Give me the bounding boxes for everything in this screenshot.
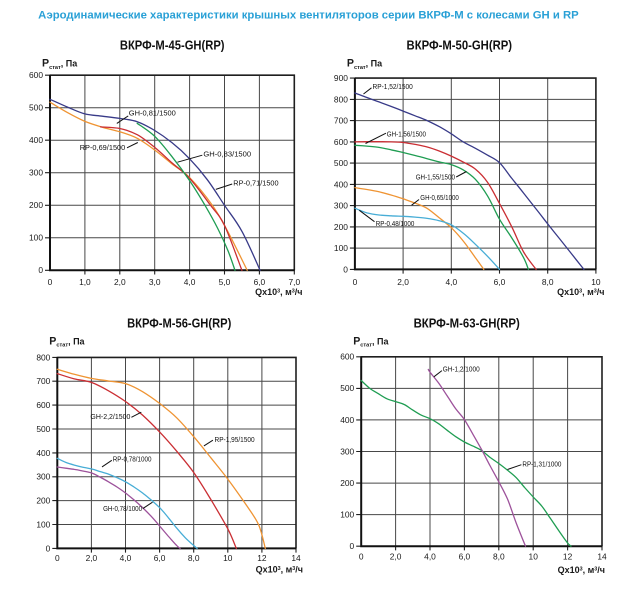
svg-text:RP-1,31/1000: RP-1,31/1000 [522, 461, 561, 468]
svg-text:10: 10 [591, 277, 601, 287]
svg-text:Qx103, м3/ч: Qx103, м3/ч [558, 565, 605, 575]
svg-text:6,0: 6,0 [254, 277, 266, 287]
svg-text:ВКРФ-М-50-GH(RP): ВКРФ-М-50-GH(RP) [407, 38, 513, 53]
svg-text:800: 800 [334, 94, 348, 104]
svg-text:12: 12 [563, 552, 573, 562]
svg-text:500: 500 [36, 424, 50, 434]
svg-text:0: 0 [55, 553, 60, 563]
svg-text:500: 500 [340, 383, 354, 393]
svg-text:14: 14 [291, 553, 301, 563]
svg-text:GH-0,83/1500: GH-0,83/1500 [203, 149, 251, 158]
svg-text:600: 600 [340, 352, 354, 362]
svg-text:300: 300 [29, 168, 43, 178]
svg-text:1,0: 1,0 [79, 277, 91, 287]
svg-text:0: 0 [38, 265, 43, 275]
svg-text:100: 100 [36, 519, 50, 529]
svg-text:2,0: 2,0 [397, 277, 409, 287]
svg-text:2,0: 2,0 [390, 552, 402, 562]
svg-text:ВКРФ-М-56-GH(RP): ВКРФ-М-56-GH(RP) [127, 315, 231, 330]
svg-text:GH-1,56/1500: GH-1,56/1500 [387, 131, 426, 138]
svg-text:300: 300 [36, 472, 50, 482]
svg-text:200: 200 [340, 478, 354, 488]
svg-text:600: 600 [29, 70, 43, 80]
svg-text:2,0: 2,0 [86, 553, 98, 563]
svg-text:GH-0,81/1500: GH-0,81/1500 [129, 108, 176, 117]
svg-text:ВКРФ-М-45-GH(RP): ВКРФ-М-45-GH(RP) [120, 38, 225, 53]
svg-text:4,0: 4,0 [424, 552, 436, 562]
svg-text:0: 0 [46, 543, 51, 553]
svg-text:RP-0,78/1000: RP-0,78/1000 [113, 457, 152, 464]
svg-text:GH-0,78/1000: GH-0,78/1000 [103, 506, 142, 513]
svg-text:800: 800 [36, 352, 50, 362]
svg-text:200: 200 [29, 200, 43, 210]
svg-text:600: 600 [36, 400, 50, 410]
svg-text:0: 0 [350, 541, 355, 551]
svg-text:4,0: 4,0 [445, 277, 457, 287]
svg-text:0: 0 [343, 264, 348, 274]
svg-text:700: 700 [334, 116, 348, 126]
svg-text:RP-1,95/1500: RP-1,95/1500 [215, 437, 255, 444]
svg-text:Qx103, м3/ч: Qx103, м3/ч [255, 287, 302, 297]
svg-text:RP-0,69/1500: RP-0,69/1500 [80, 143, 126, 152]
svg-text:700: 700 [36, 376, 50, 386]
svg-text:14: 14 [597, 552, 607, 562]
svg-text:10: 10 [529, 552, 539, 562]
svg-text:0: 0 [359, 552, 364, 562]
svg-text:GH-2,2/1500: GH-2,2/1500 [90, 414, 130, 421]
svg-text:6,0: 6,0 [459, 552, 471, 562]
svg-text:ВКРФ-М-63-GH(RP): ВКРФ-М-63-GH(RP) [414, 315, 520, 330]
svg-text:Аэродинамические характеристик: Аэродинамические характеристики крышных … [38, 9, 579, 21]
svg-text:Qx103, м3/ч: Qx103, м3/ч [557, 287, 604, 297]
svg-text:0: 0 [48, 277, 53, 287]
svg-text:0: 0 [353, 277, 358, 287]
svg-text:2,0: 2,0 [114, 277, 126, 287]
svg-text:100: 100 [334, 243, 348, 253]
svg-text:GH-1,2/1000: GH-1,2/1000 [443, 367, 480, 374]
svg-text:4,0: 4,0 [120, 553, 132, 563]
svg-text:RP-1,52/1500: RP-1,52/1500 [373, 84, 413, 91]
svg-text:400: 400 [340, 415, 354, 425]
svg-text:8,0: 8,0 [493, 552, 505, 562]
svg-text:4,0: 4,0 [184, 277, 196, 287]
svg-text:300: 300 [340, 446, 354, 456]
svg-text:400: 400 [29, 135, 43, 145]
svg-text:900: 900 [334, 73, 348, 83]
svg-text:200: 200 [334, 222, 348, 232]
svg-text:500: 500 [334, 158, 348, 168]
svg-text:RP-0,48/1000: RP-0,48/1000 [376, 221, 415, 228]
svg-text:6,0: 6,0 [154, 553, 166, 563]
svg-text:3,0: 3,0 [149, 277, 161, 287]
svg-text:500: 500 [29, 103, 43, 113]
svg-text:400: 400 [36, 448, 50, 458]
svg-text:5,0: 5,0 [219, 277, 231, 287]
svg-text:7,0: 7,0 [288, 277, 300, 287]
svg-text:400: 400 [334, 179, 348, 189]
svg-text:GH-0,65/1000: GH-0,65/1000 [420, 195, 459, 202]
svg-text:10: 10 [223, 553, 233, 563]
svg-text:100: 100 [29, 233, 43, 243]
svg-text:12: 12 [257, 553, 267, 563]
svg-text:100: 100 [340, 510, 354, 520]
svg-text:Qx103, м3/ч: Qx103, м3/ч [256, 565, 303, 575]
svg-text:200: 200 [36, 496, 50, 506]
svg-text:300: 300 [334, 201, 348, 211]
svg-text:8,0: 8,0 [542, 277, 554, 287]
svg-text:GH-1,55/1500: GH-1,55/1500 [416, 175, 455, 182]
svg-text:6,0: 6,0 [494, 277, 506, 287]
svg-text:8,0: 8,0 [188, 553, 200, 563]
svg-text:600: 600 [334, 137, 348, 147]
svg-text:RP-0,71/1500: RP-0,71/1500 [233, 178, 278, 187]
